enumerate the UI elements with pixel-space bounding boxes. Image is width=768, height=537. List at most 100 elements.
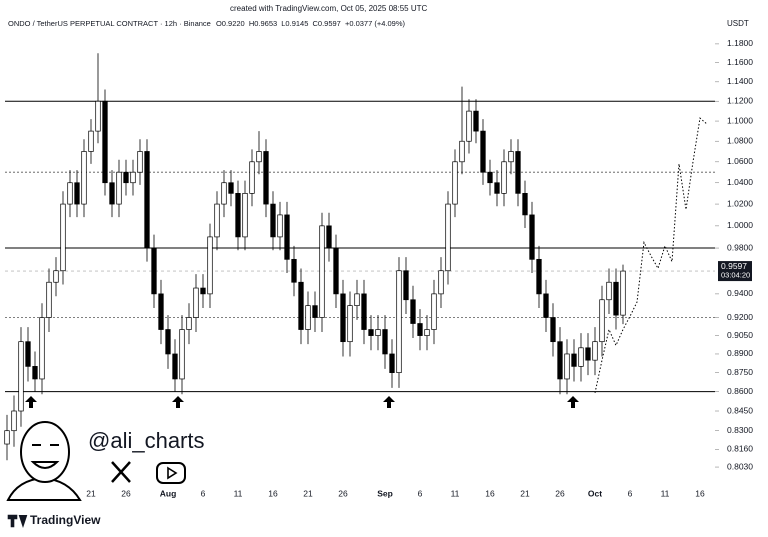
- brand-logo: [7, 514, 28, 528]
- candle-body: [137, 151, 143, 173]
- candle-body: [284, 214, 290, 260]
- candle-body: [375, 329, 381, 336]
- candle-body: [564, 353, 570, 380]
- x-icon: [111, 461, 131, 483]
- candle-body: [438, 270, 444, 295]
- candle-body: [144, 151, 150, 249]
- candle-body: [95, 100, 101, 132]
- candle-body: [333, 247, 339, 295]
- candle-body: [522, 193, 528, 216]
- legend-value: C0.9597: [312, 19, 340, 28]
- youtube-play: [167, 466, 178, 480]
- y-tick-label: 0.9050: [727, 330, 753, 340]
- youtube-icon: [156, 462, 186, 484]
- candle-body: [263, 151, 269, 205]
- candle-body: [445, 203, 451, 272]
- x-tick-label: 21: [520, 488, 530, 498]
- arrow: [567, 396, 579, 408]
- candle-body: [578, 347, 584, 367]
- candle-body: [158, 293, 164, 330]
- x-tick-label: Oct: [588, 488, 602, 498]
- x-tick-label: Aug: [160, 488, 177, 498]
- candle-body: [200, 287, 206, 295]
- x-tick-label: 21: [86, 488, 96, 498]
- x-tick-label: 6: [418, 488, 423, 498]
- avatar-mouth: [30, 461, 60, 469]
- x-tick-label: 16: [485, 488, 495, 498]
- candle-body: [81, 151, 87, 205]
- candle-body: [102, 100, 108, 184]
- avatar-head: [20, 421, 70, 483]
- price-label: 0.9597: [721, 261, 747, 271]
- candle-body: [242, 193, 248, 238]
- candle-body: [109, 182, 115, 205]
- x-tick-label: 6: [201, 488, 206, 498]
- candle-body: [480, 130, 486, 173]
- x-tick-label: 16: [695, 488, 705, 498]
- y-tick-label: 0.9800: [727, 242, 753, 252]
- x-tick-label: 26: [555, 488, 565, 498]
- arrow: [383, 396, 395, 408]
- legend-value: H0.9653: [249, 19, 277, 28]
- candle-body: [53, 270, 59, 283]
- candle-body: [515, 151, 521, 194]
- y-tick-label: 1.1200: [727, 96, 753, 106]
- candle-body: [347, 305, 353, 343]
- x-tick-label: Sep: [377, 488, 393, 498]
- candle-body: [417, 323, 423, 336]
- candle-body: [221, 182, 227, 205]
- candle-body: [592, 341, 598, 361]
- candle-body: [305, 305, 311, 330]
- candle-body: [165, 329, 171, 355]
- candle-body: [249, 161, 255, 194]
- candle-body: [487, 171, 493, 184]
- y-tick-label: 0.9200: [727, 312, 753, 322]
- candle-body: [613, 281, 619, 316]
- x-tick-label: 26: [338, 488, 348, 498]
- candle-body: [431, 293, 437, 330]
- candle-body: [123, 171, 129, 184]
- candle-body: [508, 151, 514, 163]
- candle-body: [18, 341, 24, 412]
- candle-body: [291, 258, 297, 283]
- y-tick-label: 0.8750: [727, 367, 753, 377]
- candle-body: [368, 329, 374, 336]
- candle-body: [557, 341, 563, 380]
- candle-body: [228, 182, 234, 194]
- countdown: 03:04:20: [721, 271, 750, 280]
- candle-body: [466, 110, 472, 142]
- candle-body: [424, 329, 430, 336]
- candle-body: [46, 281, 52, 318]
- candle-body: [214, 203, 220, 238]
- candle-body: [312, 305, 318, 318]
- candle-body: [88, 130, 94, 152]
- candle-body: [67, 182, 73, 205]
- y-tick-label: 1.0200: [727, 198, 753, 208]
- candle-body: [459, 140, 465, 163]
- y-tick-label: 0.8900: [727, 348, 753, 358]
- y-tick-label: 0.8030: [727, 461, 753, 471]
- candle-body: [403, 270, 409, 301]
- candle-body: [130, 171, 136, 184]
- currency: USDT: [727, 19, 749, 28]
- candle-body: [319, 225, 325, 318]
- symbol: ONDO / TetherUS PERPETUAL CONTRACT · 12h…: [8, 19, 211, 28]
- x-tick-label: 11: [234, 488, 243, 498]
- candle-body: [74, 182, 80, 205]
- chart-title: created with TradingView.com, Oct 05, 20…: [230, 4, 428, 13]
- candle-body: [494, 182, 500, 194]
- candle-body: [340, 293, 346, 343]
- candle-body: [536, 258, 542, 295]
- candle-body: [60, 203, 66, 272]
- y-tick-label: 1.0600: [727, 156, 753, 166]
- arrows: [25, 396, 579, 408]
- x-tick-label: 11: [451, 488, 460, 498]
- projection-line: [594, 117, 708, 394]
- plot: 1.1800 1.1600 1.1400 1.1200 1.1000 1.0800 1.06…: [4, 38, 753, 498]
- candle-body: [389, 353, 395, 374]
- candle-body: [298, 281, 304, 330]
- y-tick-label: 1.0800: [727, 135, 753, 145]
- y-tick-label: 1.1400: [727, 76, 753, 86]
- legend-value: O0.9220: [216, 19, 245, 28]
- candle-body: [571, 353, 577, 367]
